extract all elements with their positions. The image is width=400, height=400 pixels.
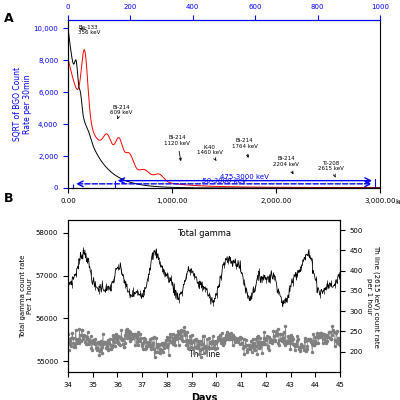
- Text: Bi-214
609 keV: Bi-214 609 keV: [110, 104, 132, 118]
- Text: K-40
1460 keV: K-40 1460 keV: [196, 144, 222, 160]
- Text: B: B: [4, 192, 14, 205]
- Text: A: A: [4, 12, 14, 25]
- Text: 50-3000 keV: 50-3000 keV: [202, 178, 246, 184]
- Text: 475-3000 keV: 475-3000 keV: [220, 174, 269, 180]
- Text: Th - line: Th - line: [188, 350, 220, 359]
- Text: Tl-208
2615 keV: Tl-208 2615 keV: [318, 160, 344, 177]
- Y-axis label: Th line (2615 keV) count rate
per 1 hour: Th line (2615 keV) count rate per 1 hour: [366, 244, 380, 348]
- Y-axis label: SQRT of BGO Count
Rate per 30min: SQRT of BGO Count Rate per 30min: [13, 67, 32, 141]
- Text: Bi-214
2204 keV: Bi-214 2204 keV: [274, 156, 299, 174]
- X-axis label: Days: Days: [191, 393, 217, 400]
- Text: Ba-133
356 keV: Ba-133 356 keV: [78, 24, 100, 35]
- Text: Bi-214
1764 keV: Bi-214 1764 keV: [232, 138, 258, 157]
- Text: keV: keV: [396, 200, 400, 206]
- Text: Bi-214
1120 keV: Bi-214 1120 keV: [164, 135, 190, 160]
- Y-axis label: Total gamma count rate
Per 1 hour: Total gamma count rate Per 1 hour: [20, 254, 33, 338]
- Text: Total gamma: Total gamma: [177, 228, 231, 238]
